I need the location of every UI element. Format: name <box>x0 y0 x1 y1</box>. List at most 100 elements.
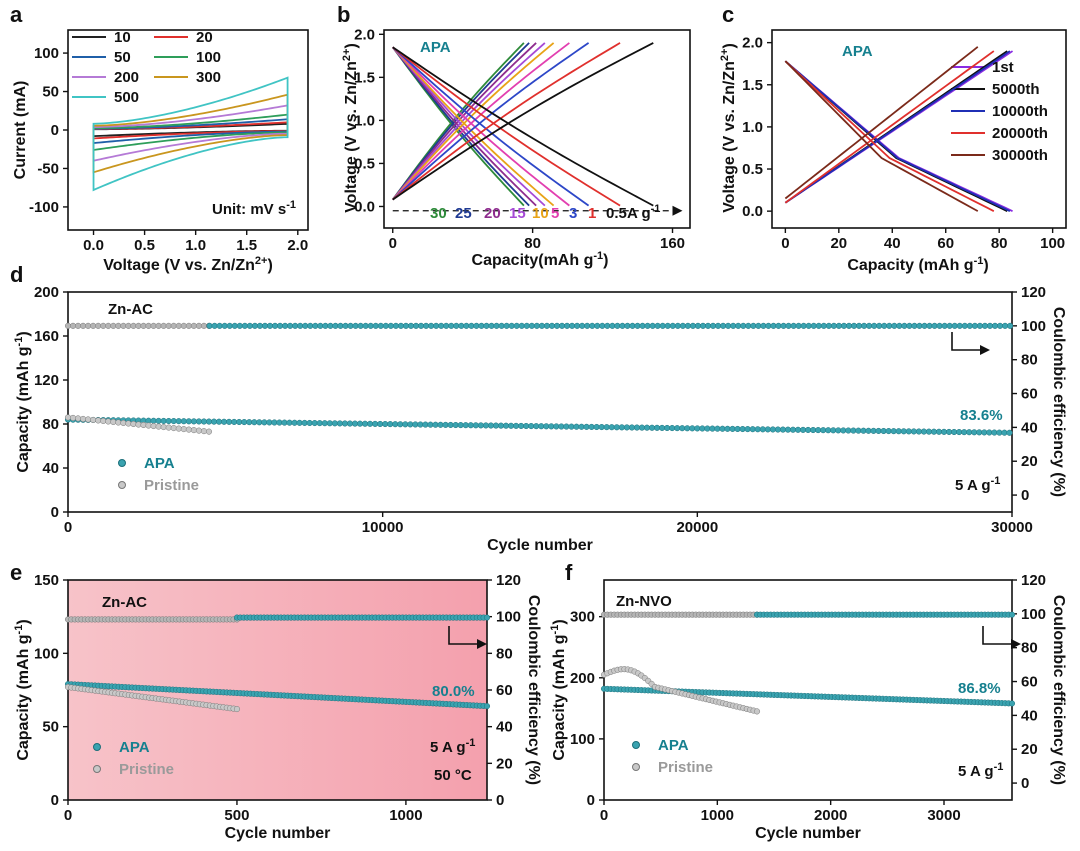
apa-ce-point <box>468 322 475 329</box>
pristine-ce-point <box>180 322 187 329</box>
apa-capacity-point <box>739 425 746 433</box>
apa-capacity-point <box>759 426 766 433</box>
apa-capacity-point <box>951 428 958 436</box>
pristine-ce-point <box>110 322 117 329</box>
panel-a: 0.0 0.5 1.0 1.5 2.0 -100 -50 0 50 100 Voltage (V v… <box>12 29 309 274</box>
y2-axis-label: Coulombic efficiency (%) <box>1050 307 1067 497</box>
apa-capacity-point <box>779 426 786 433</box>
apa-ce-point <box>226 322 233 329</box>
legend-marker-pristine <box>118 481 126 489</box>
apa-ce-point <box>715 322 722 329</box>
apa-ce-point <box>508 322 515 329</box>
pristine-ce-point <box>195 322 202 329</box>
legend-label: 20 <box>196 29 213 46</box>
pristine-ce-point <box>125 322 132 329</box>
apa-ce-point <box>669 322 676 329</box>
pristine-capacity-point <box>145 422 152 429</box>
legend-marker-apa <box>93 743 101 751</box>
pristine-capacity-point <box>115 419 122 426</box>
apa-ce-point <box>845 322 853 329</box>
apa-ce-point <box>916 322 923 329</box>
y-axis-label: Capacity (mAh g-1) <box>549 619 568 760</box>
apa-capacity-point <box>754 426 761 433</box>
charge-curve-20000th <box>784 50 995 204</box>
apa-ce-point <box>815 322 822 329</box>
apa-ce-point <box>901 322 908 329</box>
x-tick-label: 0 <box>389 235 397 252</box>
x-tick-label: 1000 <box>389 807 422 824</box>
apa-capacity-point <box>880 427 887 435</box>
apa-ce-point <box>649 322 656 329</box>
pristine-ce-point <box>130 322 137 329</box>
apa-ce-point <box>473 322 480 329</box>
apa-ce-point <box>488 322 495 329</box>
rate-label: 5 A g-1 <box>955 475 1000 494</box>
apa-ce-point <box>342 322 349 329</box>
apa-capacity-point <box>492 422 499 429</box>
apa-ce-point <box>528 322 535 329</box>
apa-ce-point <box>624 322 631 329</box>
x-tick-label: 0.5 <box>134 237 155 254</box>
apa-capacity-point <box>180 418 187 425</box>
apa-ce-point <box>287 322 294 329</box>
apa-capacity-point <box>482 422 489 429</box>
apa-capacity-point <box>392 421 399 428</box>
apa-ce-point <box>911 322 918 329</box>
y-tick-label: 0 <box>51 792 59 809</box>
apa-ce-point <box>569 322 576 329</box>
apa-ce-point <box>830 322 837 329</box>
apa-ce-point <box>730 322 737 329</box>
apa-capacity-point <box>367 420 374 427</box>
apa-capacity-point <box>875 427 882 434</box>
apa-ce-point <box>599 322 606 329</box>
apa-ce-point <box>750 322 757 329</box>
rate-label-25: 25 <box>455 205 472 222</box>
pristine-capacity-point <box>175 425 182 432</box>
rate-arrowhead <box>672 205 683 216</box>
y2-tick-label: 120 <box>496 572 521 589</box>
apa-ce-point <box>760 322 767 329</box>
apa-capacity-point <box>306 419 313 427</box>
apa-capacity-point <box>709 425 716 432</box>
apa-capacity-point <box>361 420 369 427</box>
y-axis-label: Voltage (V vs. Zn/Zn2+) <box>719 43 738 213</box>
apa-ce-point <box>357 322 364 329</box>
pristine-capacity-point <box>185 426 192 433</box>
apa-ce-point <box>850 322 858 329</box>
panel-title: Zn-AC <box>108 301 153 318</box>
apa-ce-point <box>674 322 681 329</box>
retention-label: 86.8% <box>958 680 1001 697</box>
charge-curve-10000th <box>784 50 1011 204</box>
apa-capacity-point <box>659 424 666 431</box>
y-tick-label: 50 <box>42 719 59 736</box>
x-tick-label: 1.5 <box>236 237 257 254</box>
apa-ce-point <box>810 322 817 329</box>
pristine-ce-point <box>75 322 82 329</box>
rate-label: 5 A g-1 <box>430 737 475 756</box>
pristine-ce-point <box>190 322 197 329</box>
legend-label: 5000th <box>992 81 1040 98</box>
panel-label-f: f <box>565 560 573 585</box>
discharge-curve-10000th <box>784 60 1011 212</box>
apa-capacity-point <box>271 419 278 426</box>
y2-tick-label: 120 <box>1021 572 1046 589</box>
apa-ce-point <box>382 322 389 329</box>
apa-ce-point <box>277 322 284 329</box>
apa-ce-point <box>322 322 329 329</box>
y-tick-label: 0 <box>51 122 59 139</box>
rate-unit-label: A g-1 <box>627 203 660 222</box>
apa-capacity-point <box>991 429 998 436</box>
pristine-capacity-point <box>100 417 107 425</box>
apa-ce-point <box>1008 611 1016 618</box>
charge-curve-20 <box>392 42 537 201</box>
apa-capacity-point <box>865 427 872 434</box>
apa-capacity-point <box>769 426 776 433</box>
y2-tick-label: 100 <box>1021 606 1046 623</box>
pristine-capacity-point <box>150 422 157 430</box>
apa-capacity-point <box>437 421 444 428</box>
apa-capacity-point <box>638 424 646 431</box>
apa-capacity-point <box>407 421 414 428</box>
panel-label-e: e <box>10 560 22 585</box>
apa-ce-point <box>951 322 958 329</box>
apa-ce-point <box>579 322 586 329</box>
